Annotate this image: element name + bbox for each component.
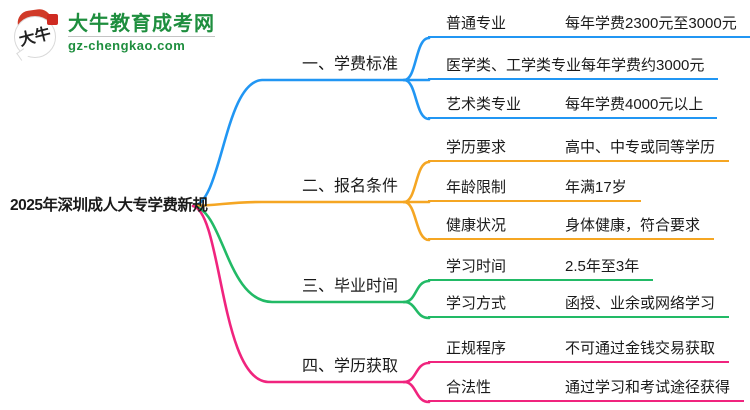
leaf-value: 每年学费约3000元 <box>581 57 705 74</box>
branch-label-diploma: 四、学历获取 <box>301 358 398 375</box>
leaf-value: 函授、业余或网络学习 <box>565 295 716 312</box>
leaf-label: 学历要求 <box>446 139 507 156</box>
branch2-fork-up <box>402 160 431 204</box>
leaf-row: 医学类、工学类专业 每年学费约3000元 <box>428 56 719 80</box>
leaf-value: 通过学习和考试途径获得 <box>565 379 731 396</box>
leaf-value: 2.5年至3年 <box>565 258 640 275</box>
leaf-label: 普通专业 <box>446 15 507 32</box>
leaf-row: 健康状况 身体健康，符合要求 <box>428 216 715 240</box>
leaf-row: 年龄限制 年满17岁 <box>428 178 641 202</box>
leaf-label: 艺术类专业 <box>446 96 522 113</box>
branch2-fork-down <box>402 200 431 242</box>
branch4-trunk-line <box>191 204 406 384</box>
leaf-row: 正规程序 不可通过金钱交易获取 <box>428 339 730 363</box>
leaf-row: 艺术类专业 每年学费4000元以上 <box>428 95 718 119</box>
leaf-label: 学习时间 <box>446 258 507 275</box>
leaf-row: 普通专业 每年学费2300元至3000元 <box>428 14 750 38</box>
leaf-value: 身体健康，符合要求 <box>565 217 701 234</box>
branch4-fork-down <box>402 380 431 404</box>
leaf-row: 学习方式 函授、业余或网络学习 <box>428 294 730 318</box>
leaf-label: 合法性 <box>446 379 492 396</box>
logo-seal-icon <box>47 14 58 25</box>
leaf-label: 正规程序 <box>446 340 507 357</box>
branch4-fork-up <box>402 361 431 384</box>
branch-label-requirements: 二、报名条件 <box>301 178 398 195</box>
leaf-value: 每年学费4000元以上 <box>565 96 704 113</box>
leaf-row: 合法性 通过学习和考试途径获得 <box>428 378 745 402</box>
leaf-row: 学习时间 2.5年至3年 <box>428 257 654 281</box>
leaf-value: 高中、中专或同等学历 <box>565 139 716 156</box>
branch3-trunk-line <box>191 204 406 304</box>
logo-site-name: 大牛教育成考网 <box>68 13 215 35</box>
leaf-label: 健康状况 <box>446 217 507 234</box>
branch-label-graduation: 三、毕业时间 <box>301 278 398 295</box>
leaf-value: 每年学费2300元至3000元 <box>565 15 737 32</box>
logo-domain: gz-chengkao.com <box>68 38 186 53</box>
leaf-label: 医学类、工学类专业 <box>446 57 582 74</box>
leaf-label: 学习方式 <box>446 295 507 312</box>
branch2-trunk-line <box>191 200 406 208</box>
branch3-fork-up <box>402 279 431 304</box>
logo-bubble-icon: 大牛 <box>12 7 60 61</box>
root-node: 2025年深圳成人大专学费新规 <box>10 197 208 214</box>
logo-divider <box>68 36 215 37</box>
site-logo: 大牛 大牛教育成考网 gz-chengkao.com <box>12 7 215 61</box>
leaf-label: 年龄限制 <box>446 179 507 196</box>
leaf-value: 年满17岁 <box>565 179 627 196</box>
branch1-fork-up <box>402 36 431 82</box>
leaf-value: 不可通过金钱交易获取 <box>565 340 716 357</box>
logo-text: 大牛教育成考网 gz-chengkao.com <box>68 13 215 53</box>
branch-label-tuition: 一、学费标准 <box>301 56 398 73</box>
leaf-row: 学历要求 高中、中专或同等学历 <box>428 138 730 162</box>
branch1-trunk-line <box>191 78 406 208</box>
branch3-fork-down <box>402 300 431 320</box>
branch1-fork-down <box>402 78 431 121</box>
